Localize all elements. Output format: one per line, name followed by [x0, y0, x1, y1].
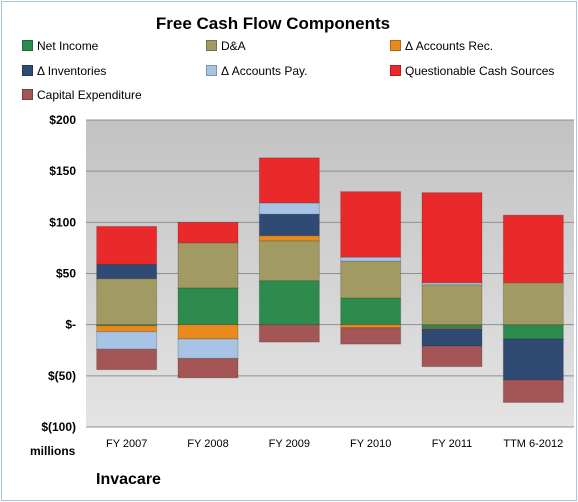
x-tick-label: FY 2008: [187, 438, 228, 450]
bar-segment-accounts-rec: [258, 235, 320, 242]
legend-label-questionable-cash: Questionable Cash Sources: [405, 64, 555, 78]
y-tick-label: $-: [65, 318, 76, 332]
bar-segment-capital-expenditure: [177, 357, 239, 379]
bar-segment-net-income: [340, 297, 402, 326]
legend-label-accounts-rec: Δ Accounts Rec.: [405, 39, 494, 53]
bar-segment-d-a: [421, 284, 483, 326]
legend-item-accounts-rec: Δ Accounts Rec.: [390, 39, 493, 53]
bar-segment-capital-expenditure: [96, 348, 158, 371]
units-label: millions: [30, 444, 76, 458]
bar-segment-d-a: [340, 260, 402, 299]
bar-segment-d-a: [177, 242, 239, 289]
legend-swatch-inventories: [22, 65, 33, 76]
bar-segment-net-income: [502, 324, 564, 340]
gridlines: [86, 119, 574, 428]
bar-segment-d-a: [258, 240, 320, 282]
legend-label-accounts-pay: Δ Accounts Pay.: [221, 64, 308, 78]
x-tick-label: FY 2011: [432, 438, 473, 450]
company-name: Invacare: [96, 471, 161, 488]
y-tick-label: $200: [49, 113, 76, 127]
bar-segment-inventories: [96, 263, 158, 280]
legend-swatch-capex: [22, 89, 33, 100]
bar-segment-accounts-rec: [96, 325, 158, 333]
bar-segment-inventories: [421, 328, 483, 347]
bar-segment-accounts-pay: [96, 331, 158, 350]
bar-segment-d-a: [96, 278, 158, 326]
legend-swatch-d-and-a: [206, 40, 217, 51]
bar-segment-accounts-pay: [340, 256, 402, 262]
legend-swatch-net-income: [22, 40, 33, 51]
y-tick-label: $100: [49, 215, 76, 229]
bar-segment-capital-expenditure: [258, 324, 320, 343]
bar-segment-inventories: [258, 213, 320, 237]
legend-swatch-accounts-rec: [390, 40, 401, 51]
bar-segment-questionable-cash-sources: [258, 157, 320, 204]
bar-segment-accounts-pay: [177, 338, 239, 359]
bar-segment-accounts-pay: [258, 202, 320, 215]
bar-segment-capital-expenditure: [340, 327, 402, 345]
x-tick-label: TTM 6-2012: [503, 438, 563, 450]
x-tick-label: FY 2009: [269, 438, 310, 450]
y-tick-label: $150: [49, 164, 76, 178]
bar-segment-questionable-cash-sources: [421, 192, 483, 284]
legend-label-capex: Capital Expenditure: [37, 88, 142, 102]
chart-title: Free Cash Flow Components: [155, 14, 391, 33]
legend-item-accounts-pay: Δ Accounts Pay.: [206, 64, 308, 78]
y-tick-label: $50: [56, 267, 76, 281]
y-tick-label: $(50): [48, 369, 76, 383]
bar-segment-inventories: [502, 338, 564, 381]
legend-item-capex: Capital Expenditure: [22, 88, 142, 102]
bar-segment-questionable-cash-sources: [96, 225, 158, 265]
legend-label-net-income: Net Income: [37, 39, 99, 53]
legend-item-net-income: Net Income: [22, 39, 98, 53]
bars: [96, 157, 564, 403]
bar-segment-net-income: [258, 280, 320, 326]
legend-swatch-questionable-cash: [390, 65, 401, 76]
x-tick-label: FY 2010: [350, 438, 391, 450]
axis-ticks: $200 $150 $100 $50 $- $(50) $(100) FY 2007 FY 20…: [41, 113, 563, 450]
bar-segment-questionable-cash-sources: [177, 221, 239, 244]
bar-segment-questionable-cash-sources: [340, 191, 402, 258]
y-tick-label: $(100): [41, 420, 76, 434]
bar-segment-capital-expenditure: [421, 345, 483, 368]
bar-segment-capital-expenditure: [502, 379, 564, 403]
bar-segment-questionable-cash-sources: [502, 214, 564, 284]
x-tick-label: FY 2007: [106, 438, 147, 450]
legend-label-d-and-a: D&A: [221, 39, 246, 53]
legend-item-inventories: Δ Inventories: [22, 64, 106, 78]
bar-segment-d-a: [502, 282, 564, 326]
bar-segment-accounts-rec: [177, 324, 239, 340]
legend-item-d-and-a: D&A: [206, 39, 246, 53]
legend-label-inventories: Δ Inventories: [37, 64, 107, 78]
legend-swatch-accounts-pay: [206, 65, 217, 76]
legend-item-questionable-cash: Questionable Cash Sources: [390, 64, 554, 78]
bar-segment-net-income: [177, 287, 239, 326]
